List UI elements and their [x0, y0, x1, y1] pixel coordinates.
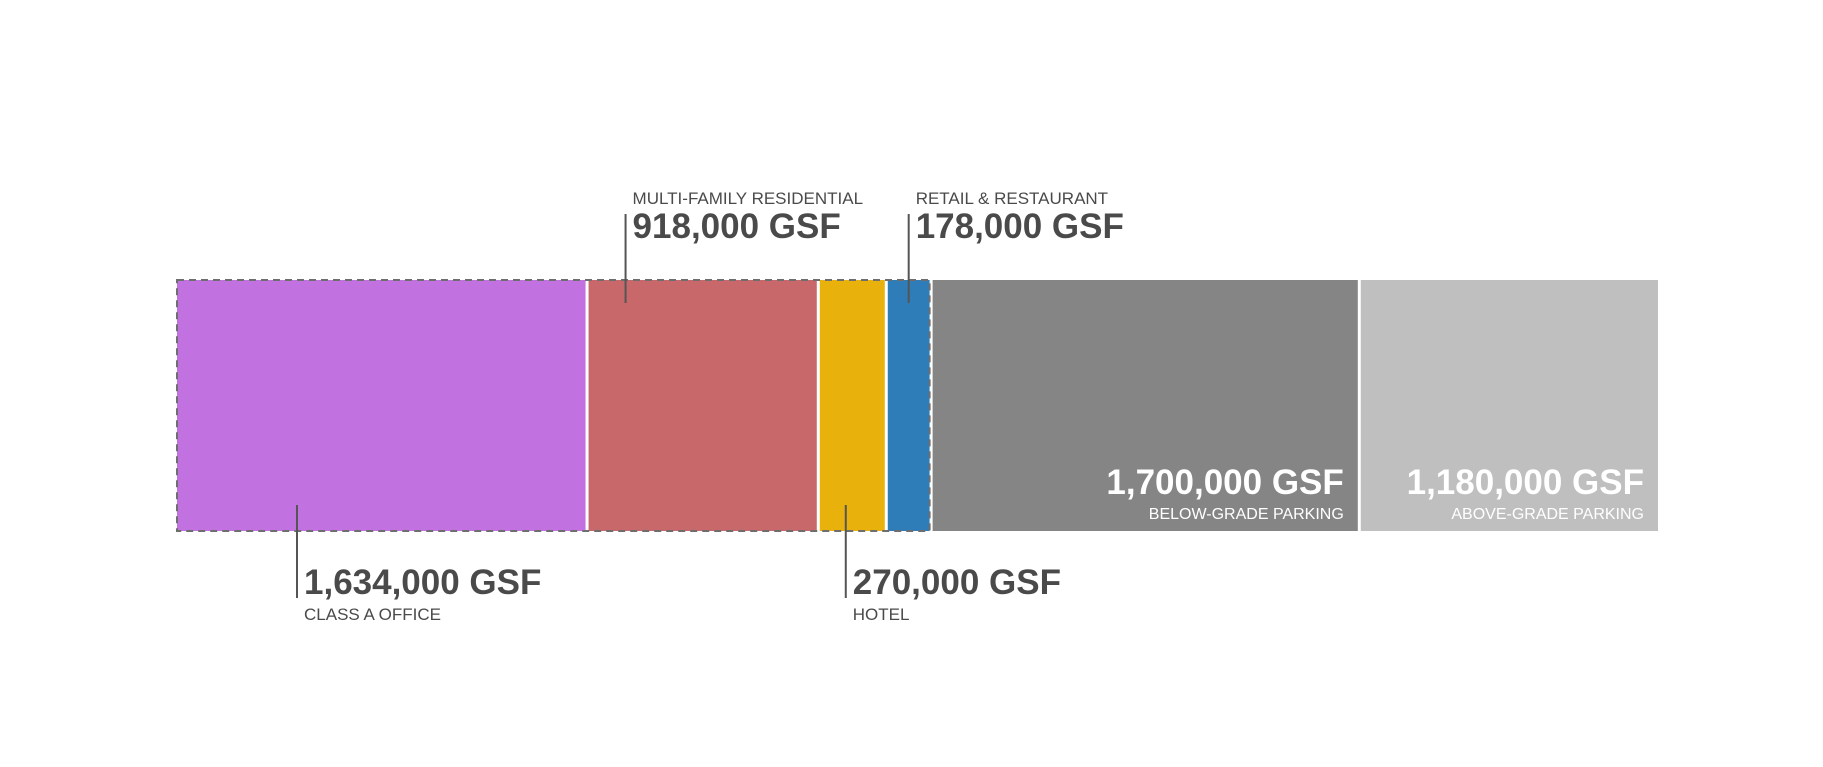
bar-segment-hotel: [819, 280, 885, 531]
category-label-multi-family-residential: MULTI-FAMILY RESIDENTIAL: [633, 189, 864, 208]
bar-segment-multi-family-residential: [588, 280, 817, 531]
bar-segment-above-grade-parking: [1360, 280, 1658, 531]
category-label-below-grade-parking: BELOW-GRADE PARKING: [1149, 506, 1344, 523]
category-label-retail-restaurant: RETAIL & RESTAURANT: [916, 189, 1108, 208]
bar-segment-below-grade-parking: [932, 280, 1358, 531]
category-label-class-a-office: CLASS A OFFICE: [304, 605, 441, 624]
bar-segments: [177, 280, 1658, 531]
dashed-group-outline: [176, 279, 931, 532]
value-label-retail-restaurant: 178,000 GSF: [916, 207, 1124, 246]
category-label-above-grade-parking: ABOVE-GRADE PARKING: [1451, 506, 1644, 523]
category-label-hotel: HOTEL: [853, 605, 910, 624]
value-label-class-a-office: 1,634,000 GSF: [304, 563, 541, 602]
value-label-above-grade-parking: 1,180,000 GSF: [1407, 463, 1644, 502]
bar-segment-retail-restaurant: [887, 280, 930, 531]
value-label-hotel: 270,000 GSF: [853, 563, 1061, 602]
value-label-below-grade-parking: 1,700,000 GSF: [1106, 463, 1343, 502]
bar-segment-class-a-office: [177, 280, 586, 531]
value-label-multi-family-residential: 918,000 GSF: [633, 207, 841, 246]
segment-callouts: 1,634,000 GSF CLASS A OFFICE MULTI-FAMILY …: [296, 189, 1644, 624]
